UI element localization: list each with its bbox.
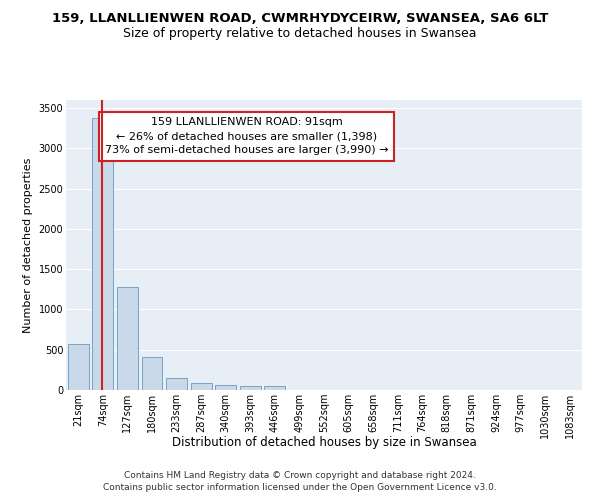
Bar (240, 386, 261, 390)
Bar (166, 378, 187, 390)
Text: Contains HM Land Registry data © Crown copyright and database right 2024.: Contains HM Land Registry data © Crown c… (124, 471, 476, 480)
Bar (265, 386, 286, 390)
Text: 159, LLANLLIENWEN ROAD, CWMRHYDYCEIRW, SWANSEA, SA6 6LT: 159, LLANLLIENWEN ROAD, CWMRHYDYCEIRW, S… (52, 12, 548, 26)
Bar (68, 344, 89, 390)
Bar (191, 383, 212, 390)
Text: 159 LLANLLIENWEN ROAD: 91sqm
← 26% of detached houses are smaller (1,398)
73% of: 159 LLANLLIENWEN ROAD: 91sqm ← 26% of de… (105, 118, 388, 156)
Bar (142, 357, 163, 390)
Y-axis label: Number of detached properties: Number of detached properties (23, 158, 33, 332)
Text: Contains public sector information licensed under the Open Government Licence v3: Contains public sector information licen… (103, 484, 497, 492)
Text: Size of property relative to detached houses in Swansea: Size of property relative to detached ho… (123, 28, 477, 40)
Bar (215, 385, 236, 390)
Bar (117, 287, 138, 390)
Text: Distribution of detached houses by size in Swansea: Distribution of detached houses by size … (172, 436, 476, 449)
Bar (92, 118, 113, 390)
